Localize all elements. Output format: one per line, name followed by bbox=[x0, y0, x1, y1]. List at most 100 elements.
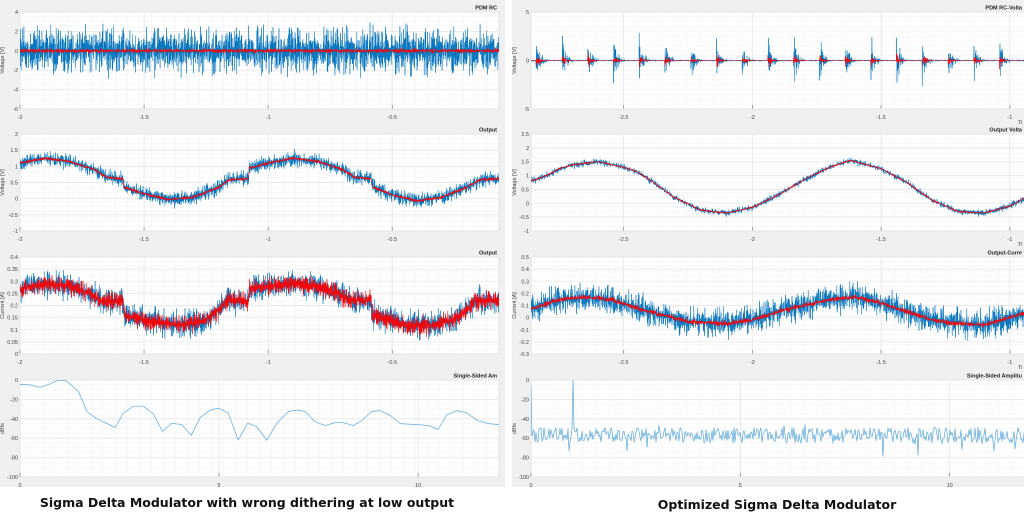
y-tick-label: -1 bbox=[13, 229, 18, 235]
x-tick-label: -1 bbox=[266, 115, 271, 121]
y-tick-label: -0.5 bbox=[9, 213, 18, 219]
x-tick-label: -0.5 bbox=[388, 237, 397, 243]
y-tick-label: -0.5 bbox=[520, 215, 529, 221]
x-tick-label: -1 bbox=[1007, 115, 1012, 121]
subplot-title: Output-Curre bbox=[987, 251, 1022, 257]
y-tick-label: -1 bbox=[524, 229, 529, 235]
y-tick-label: 0.5 bbox=[521, 187, 529, 193]
y-axis-label: dBfs bbox=[512, 423, 518, 434]
x-tick-label: 5 bbox=[739, 483, 742, 489]
x-tick-label: -0.5 bbox=[388, 360, 397, 366]
series-group bbox=[20, 22, 499, 79]
subplot-title: Output Volta bbox=[989, 128, 1023, 134]
y-tick-label: 5 bbox=[526, 10, 529, 16]
x-tick-label: -1.5 bbox=[876, 237, 885, 243]
y-tick-label: 0.15 bbox=[7, 316, 18, 322]
series-line-raw bbox=[531, 380, 1024, 457]
y-tick-label: 0.4 bbox=[10, 255, 18, 261]
y-tick-label: 4 bbox=[15, 10, 18, 16]
x-axis-label: Ti bbox=[1018, 365, 1022, 371]
y-tick-label: 2 bbox=[526, 146, 529, 152]
x-tick-label: -0.5 bbox=[388, 115, 397, 121]
series-group bbox=[20, 380, 499, 441]
x-tick-label: -1.5 bbox=[139, 115, 148, 121]
x-tick-label: -1.5 bbox=[876, 115, 885, 121]
y-tick-label: 1 bbox=[15, 164, 18, 170]
subplot-left-pdm: -2 -1.5 -1 -0.5 4 2 0 -2 -4 -6 PDM RC Voltage [V] bbox=[0, 6, 500, 121]
series-line-filtered bbox=[531, 159, 1024, 215]
x-tick-label: -2.5 bbox=[619, 237, 628, 243]
y-tick-label: 0.5 bbox=[521, 255, 529, 261]
x-tick-label: -1 bbox=[266, 237, 271, 243]
series-group bbox=[531, 32, 1024, 87]
y-tick-label: 2.5 bbox=[521, 132, 529, 138]
y-tick-label: 0.5 bbox=[10, 181, 18, 187]
y-tick-label: 0 bbox=[15, 378, 18, 384]
x-tick-label: -2.5 bbox=[619, 360, 628, 366]
x-tick-label: -2 bbox=[750, 237, 755, 243]
x-axis-label: Ti bbox=[1018, 242, 1022, 248]
x-tick-label: -2.5 bbox=[619, 115, 628, 121]
x-tick-label: -1 bbox=[266, 360, 271, 366]
series-line-raw bbox=[20, 380, 499, 441]
y-tick-label: 0.4 bbox=[521, 267, 529, 273]
series-line-filtered bbox=[20, 274, 499, 338]
y-tick-label: -6 bbox=[13, 107, 18, 113]
y-tick-label: -80 bbox=[521, 456, 529, 462]
y-tick-label: -20 bbox=[521, 397, 529, 403]
series-group bbox=[531, 157, 1024, 218]
y-tick-label: 0 bbox=[526, 316, 529, 322]
y-tick-label: -20 bbox=[10, 397, 18, 403]
y-tick-label: -80 bbox=[10, 456, 18, 462]
caption-right: Optimized Sigma Delta Modulator bbox=[657, 497, 897, 512]
y-tick-label: 0 bbox=[15, 197, 18, 203]
series-group bbox=[531, 281, 1024, 341]
y-tick-label: 0.35 bbox=[7, 267, 18, 273]
y-tick-label: 0.05 bbox=[7, 340, 18, 346]
y-tick-label: -2 bbox=[13, 68, 18, 74]
subplot-title: Output bbox=[479, 251, 497, 257]
y-tick-label: -60 bbox=[10, 436, 18, 442]
y-axis-label: Voltage [V] bbox=[512, 47, 518, 74]
x-tick-label: 10 bbox=[947, 483, 953, 489]
subplot-title: Single-Sided Am bbox=[454, 374, 498, 380]
y-tick-label: -100 bbox=[7, 475, 18, 481]
caption-left: Sigma Delta Modulator with wrong ditheri… bbox=[39, 495, 455, 510]
y-tick-label: -40 bbox=[521, 417, 529, 423]
series-line-raw bbox=[20, 148, 499, 209]
y-tick-label: -40 bbox=[10, 417, 18, 423]
x-tick-label: 10 bbox=[415, 483, 421, 489]
subplot-title: Output bbox=[479, 128, 497, 134]
y-tick-label: 0 bbox=[526, 201, 529, 207]
x-tick-label: -1.5 bbox=[139, 360, 148, 366]
y-tick-label: 0 bbox=[526, 59, 529, 65]
subplot-title: PDM RC-Volta bbox=[985, 6, 1023, 12]
x-tick-label: -1.5 bbox=[876, 360, 885, 366]
y-tick-label: 1.5 bbox=[521, 160, 529, 166]
y-tick-label: 0.2 bbox=[10, 304, 18, 310]
x-tick-label: 5 bbox=[218, 483, 221, 489]
series-line-filtered bbox=[20, 156, 499, 203]
series-line-filtered bbox=[531, 52, 1024, 70]
series-line-filtered bbox=[20, 47, 499, 54]
x-tick-label: -1 bbox=[1007, 360, 1012, 366]
y-axis-label: Voltage [V] bbox=[0, 47, 6, 74]
subplot-left-fft: 0 5 10 0 -20 -40 -60 -80 -100 Single-Sided Am dBfs bbox=[0, 374, 500, 489]
subplot-left-vout: -2 -1.5 -1 -0.5 2 1.5 1 0.5 0 -0.5 -1 Output Voltage… bbox=[0, 128, 500, 243]
y-tick-label: -60 bbox=[521, 436, 529, 442]
y-tick-label: 1.5 bbox=[10, 148, 18, 154]
y-axis-label: Voltage [V] bbox=[0, 169, 6, 196]
x-tick-label: -1.5 bbox=[139, 237, 148, 243]
x-tick-label: -2 bbox=[18, 360, 23, 366]
subplot-right-iout: -2.5 -2 -1.5 -1 0.5 0.4 0.3 0.2 0.1 0 -0.1 -0.2 -0.3… bbox=[512, 251, 1024, 371]
x-tick-label: -2 bbox=[18, 237, 23, 243]
y-tick-label: 0.3 bbox=[521, 279, 529, 285]
subplot-right-pdm: -2.5 -2 -1.5 -1 5 0 -5 PDM RC-Volta Voltage [V] T… bbox=[512, 6, 1024, 126]
y-tick-label: 0.25 bbox=[7, 291, 18, 297]
x-tick-label: -2 bbox=[750, 115, 755, 121]
y-tick-label: -5 bbox=[524, 107, 529, 113]
x-tick-label: -2 bbox=[18, 115, 23, 121]
subplot-title: Single-Sided Amplitu bbox=[967, 374, 1022, 380]
y-tick-label: -0.2 bbox=[520, 340, 529, 346]
